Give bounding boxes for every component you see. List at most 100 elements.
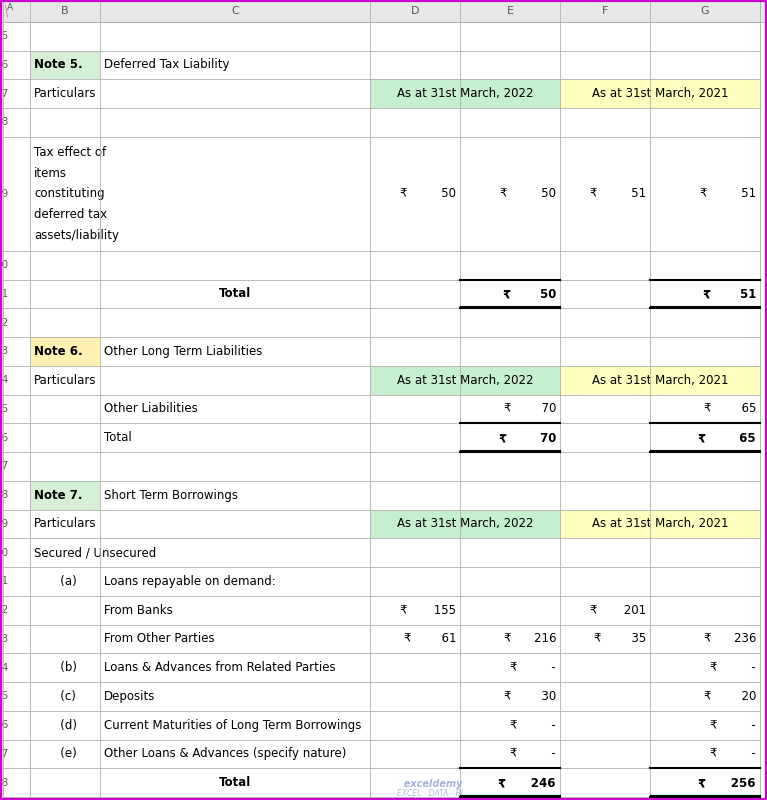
Bar	[460, 423, 560, 452]
Text: ₹        70: ₹ 70	[504, 402, 556, 415]
Text: ₹         -: ₹ -	[510, 747, 556, 760]
Text: Loans repayable on demand:: Loans repayable on demand:	[104, 575, 276, 588]
Text: ₹         -: ₹ -	[710, 747, 756, 760]
Bar	[0, 50, 3, 79]
Bar	[560, 625, 650, 654]
Bar	[100, 739, 370, 768]
Bar	[3, 739, 760, 768]
Text: From Other Parties: From Other Parties	[104, 632, 215, 646]
Text: Particulars: Particulars	[34, 374, 97, 386]
Text: 75: 75	[0, 31, 8, 41]
Bar	[650, 682, 760, 710]
Bar	[3, 654, 760, 682]
Text: As at 31st March, 2022: As at 31st March, 2022	[397, 374, 533, 386]
Text: 78: 78	[0, 118, 8, 127]
Bar	[3, 423, 760, 452]
Bar	[0, 510, 3, 538]
Text: 76: 76	[0, 60, 8, 70]
Bar	[0, 538, 3, 567]
Bar	[460, 710, 560, 739]
Text: 85: 85	[0, 404, 8, 414]
Bar	[30, 366, 370, 394]
Text: ₹         51: ₹ 51	[700, 187, 756, 200]
Bar	[650, 423, 760, 452]
Text: ₹      236: ₹ 236	[703, 632, 756, 646]
Bar	[100, 682, 370, 710]
Bar	[0, 481, 3, 510]
Text: 96: 96	[0, 720, 8, 730]
Text: ₹         -: ₹ -	[510, 661, 556, 674]
Text: 87: 87	[0, 462, 8, 471]
Text: ₹         -: ₹ -	[710, 661, 756, 674]
Bar	[3, 50, 760, 79]
Bar	[0, 337, 3, 366]
Text: Note 6.: Note 6.	[34, 345, 83, 358]
Bar	[460, 654, 560, 682]
Text: ₹       201: ₹ 201	[590, 604, 646, 617]
Text: ₹        30: ₹ 30	[504, 690, 556, 703]
Bar	[650, 137, 760, 250]
Bar	[560, 366, 760, 394]
Bar	[30, 739, 100, 768]
Text: As at 31st March, 2021: As at 31st March, 2021	[592, 87, 728, 100]
Bar	[0, 108, 3, 137]
Bar	[30, 337, 100, 366]
Bar	[0, 596, 3, 625]
Text: (b): (b)	[34, 661, 77, 674]
Bar	[100, 567, 370, 596]
Text: 90: 90	[0, 548, 8, 558]
Text: Total: Total	[104, 431, 132, 444]
Bar	[0, 710, 3, 739]
Text: 95: 95	[0, 691, 8, 702]
Text: Particulars: Particulars	[34, 518, 97, 530]
Text: exceldemy: exceldemy	[397, 779, 463, 789]
Text: Secured / Unsecured: Secured / Unsecured	[34, 546, 156, 559]
Text: ₹        65: ₹ 65	[699, 431, 756, 444]
Text: Deferred Tax Liability: Deferred Tax Liability	[104, 58, 229, 71]
Text: Note 7.: Note 7.	[34, 489, 83, 502]
Bar	[3, 625, 760, 654]
Text: assets/liability: assets/liability	[34, 229, 119, 242]
Bar	[0, 682, 3, 710]
Bar	[0, 423, 3, 452]
Bar	[370, 596, 460, 625]
Text: ₹         50: ₹ 50	[500, 187, 556, 200]
Text: ₹       51: ₹ 51	[703, 287, 756, 301]
Text: Other Long Term Liabilities: Other Long Term Liabilities	[104, 345, 262, 358]
Bar	[30, 682, 100, 710]
Text: 81: 81	[0, 289, 8, 299]
Bar	[30, 510, 370, 538]
Text: ₹      246: ₹ 246	[499, 776, 556, 789]
Bar	[100, 394, 370, 423]
Text: 84: 84	[0, 375, 8, 385]
Bar	[100, 50, 760, 79]
Bar	[3, 394, 760, 423]
Bar	[100, 768, 370, 797]
Bar	[460, 394, 560, 423]
Text: Particulars: Particulars	[34, 87, 97, 100]
Text: ₹         50: ₹ 50	[400, 187, 456, 200]
Text: Deposits: Deposits	[104, 690, 156, 703]
Text: 86: 86	[0, 433, 8, 442]
Text: ₹        70: ₹ 70	[499, 431, 556, 444]
Text: constituting: constituting	[34, 187, 104, 200]
Bar	[560, 596, 650, 625]
Bar	[100, 279, 370, 308]
Bar	[3, 337, 760, 366]
Text: 79: 79	[0, 189, 8, 198]
Bar	[650, 710, 760, 739]
Text: ₹      216: ₹ 216	[503, 632, 556, 646]
Bar	[370, 625, 460, 654]
Bar	[460, 279, 560, 308]
Text: Total: Total	[219, 287, 251, 301]
Bar	[30, 654, 100, 682]
Text: 83: 83	[0, 346, 8, 357]
Bar	[3, 79, 760, 108]
Text: B: B	[61, 6, 69, 16]
Bar	[3, 279, 760, 308]
Text: Other Loans & Advances (specify nature): Other Loans & Advances (specify nature)	[104, 747, 347, 760]
Text: (d): (d)	[34, 718, 77, 732]
Bar	[100, 596, 370, 625]
Text: 89: 89	[0, 519, 8, 529]
Text: 94: 94	[0, 662, 8, 673]
